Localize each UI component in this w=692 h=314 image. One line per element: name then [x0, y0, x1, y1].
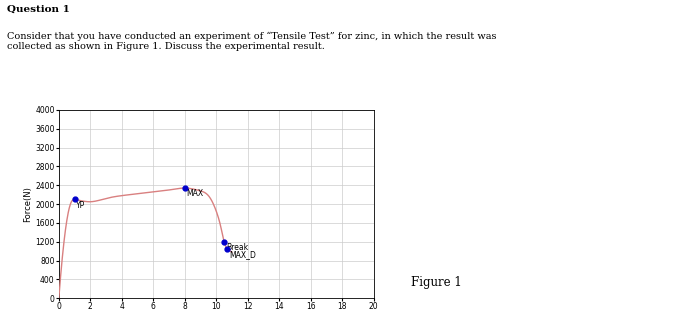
Text: Consider that you have conducted an experiment of “Tensile Test” for zinc, in wh: Consider that you have conducted an expe… [7, 31, 496, 51]
Text: Question 1: Question 1 [7, 5, 70, 14]
Text: Break: Break [226, 243, 248, 252]
Text: Figure 1: Figure 1 [410, 276, 462, 289]
Text: MAX_D: MAX_D [229, 250, 256, 259]
Text: MAX: MAX [187, 189, 203, 198]
Y-axis label: Force(N): Force(N) [24, 186, 33, 222]
Text: YP: YP [76, 201, 86, 210]
